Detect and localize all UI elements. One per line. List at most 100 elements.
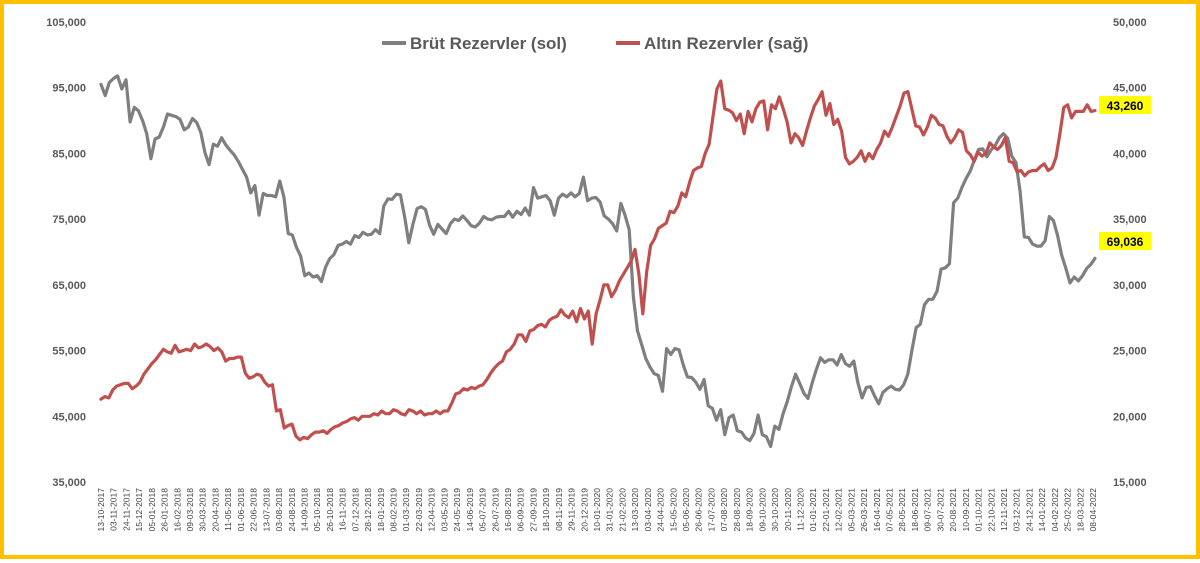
x-axis-tick: 08-02-2019 [389, 488, 399, 532]
x-axis-tick: 18-06-2021 [910, 488, 920, 532]
x-axis-tick: 30-07-2021 [935, 488, 945, 532]
x-axis-tick: 13-10-2017 [96, 488, 106, 532]
x-axis-tick: 24-05-2019 [452, 488, 462, 532]
x-axis-tick: 14-01-2022 [1037, 488, 1047, 532]
legend: Brüt Rezervler (sol) Altın Rezervler (sa… [382, 34, 808, 53]
right-axis-tick: 30,000 [1113, 280, 1147, 292]
x-axis-tick: 05-03-2021 [846, 488, 856, 532]
x-axis-tick: 01-10-2021 [974, 488, 984, 532]
x-axis-tick: 03-12-2021 [1012, 488, 1022, 532]
x-axis-tick: 03-08-2018 [274, 488, 284, 532]
right-axis-tick: 45,000 [1113, 83, 1147, 95]
x-axis-tick: 14-09-2018 [299, 488, 309, 532]
series-line-gold [99, 79, 1097, 442]
x-axis-tick: 14-06-2019 [465, 488, 475, 532]
x-axis-tick: 18-09-2020 [745, 488, 755, 532]
x-axis-tick: 13-07-2018 [261, 488, 271, 532]
x-axis-tick: 07-05-2021 [885, 488, 895, 532]
series-line-gross [99, 74, 1097, 449]
right-axis-ticks: 15,000 20,000 25,000 30,000 35,000 40,000 45,0… [1113, 17, 1147, 489]
x-axis-tick: 25-02-2022 [1063, 488, 1073, 532]
right-axis-tick: 40,000 [1113, 148, 1147, 160]
x-axis-tick: 22-01-2021 [821, 488, 831, 532]
x-axis-tick: 16-11-2018 [338, 488, 348, 531]
x-axis-tick: 18-03-2022 [1075, 488, 1085, 532]
end-label-gross: 69,036 [1099, 232, 1151, 250]
x-axis-tick: 20-04-2018 [210, 488, 220, 532]
x-axis-tick: 08-04-2022 [1088, 488, 1098, 532]
right-axis-tick: 15,000 [1113, 477, 1147, 489]
x-axis-tick: 20-11-2020 [783, 488, 793, 531]
x-axis-tick: 27-09-2019 [528, 488, 538, 532]
x-axis-tick: 11-12-2020 [795, 488, 805, 531]
x-axis-tick: 12-11-2021 [999, 488, 1009, 531]
end-label-gross-text: 69,036 [1107, 235, 1144, 249]
x-axis-tick: 15-12-2017 [134, 488, 144, 532]
x-axis-tick: 13-03-2020 [630, 488, 640, 532]
right-axis-tick: 25,000 [1113, 346, 1147, 358]
x-axis-tick: 07-12-2018 [350, 488, 360, 532]
x-axis-tick: 10-01-2020 [592, 488, 602, 532]
x-axis-tick: 01-06-2018 [236, 488, 246, 532]
x-axis-tick: 26-03-2021 [859, 488, 869, 532]
x-axis-tick: 01-01-2021 [808, 488, 818, 532]
x-axis-tick: 28-05-2021 [897, 488, 907, 532]
x-axis-tick: 09-07-2021 [923, 488, 933, 532]
x-axis-tick: 05-10-2018 [312, 488, 322, 532]
line-chart: 35,000 45,000 55,000 65,000 75,000 85,000 95,0… [46, 17, 1151, 532]
legend-label-gross: Brüt Rezervler (sol) [410, 34, 567, 53]
x-axis-tick: 05-07-2019 [478, 488, 488, 532]
x-axis-tick: 05-01-2018 [147, 488, 157, 532]
left-axis-tick: 65,000 [52, 280, 86, 292]
end-label-gold-bg [1099, 96, 1151, 114]
x-axis-tick: 04-02-2022 [1050, 488, 1060, 532]
x-axis-tick: 20-12-2019 [579, 488, 589, 532]
x-axis-tick: 15-05-2020 [668, 488, 678, 532]
x-axis-tick: 21-02-2020 [617, 488, 627, 532]
x-axis-tick: 24-11-2017 [121, 488, 131, 531]
x-axis-tick: 12-02-2021 [834, 488, 844, 532]
end-label-gross-bg [1099, 232, 1151, 250]
left-axis-tick: 35,000 [52, 477, 86, 489]
left-axis-tick: 95,000 [52, 83, 86, 95]
x-axis-tick: 22-03-2019 [414, 488, 424, 532]
end-label-gold: 43,260 [1099, 96, 1151, 114]
x-axis-tick: 16-08-2019 [503, 488, 513, 532]
x-axis-tick: 20-08-2021 [948, 488, 958, 532]
x-axis-tick: 26-10-2018 [325, 488, 335, 532]
legend-label-gold: Altın Rezervler (sağ) [644, 34, 808, 53]
end-label-gold-text: 43,260 [1107, 99, 1144, 113]
x-axis-tick: 16-04-2021 [872, 488, 882, 532]
x-axis-tick: 05-06-2020 [681, 488, 691, 532]
x-axis-tick: 26-07-2019 [490, 488, 500, 532]
x-axis-tick: 10-09-2021 [961, 488, 971, 532]
x-axis-tick: 09-10-2020 [757, 488, 767, 532]
left-axis-tick: 75,000 [52, 214, 86, 226]
x-axis-tick: 01-03-2019 [401, 488, 411, 532]
x-axis-tick: 18-01-2019 [376, 488, 386, 532]
x-axis-ticks: 13-10-2017 03-11-2017 24-11-2017 15-12-2017… [96, 488, 1098, 532]
x-axis-tick: 26-06-2020 [694, 488, 704, 532]
x-axis-tick: 17-07-2020 [706, 488, 716, 532]
x-axis-tick: 30-10-2020 [770, 488, 780, 532]
x-axis-tick: 03-11-2017 [109, 488, 119, 531]
left-axis-ticks: 35,000 45,000 55,000 65,000 75,000 85,000 95,0… [46, 17, 86, 489]
x-axis-tick: 22-10-2021 [986, 488, 996, 532]
x-axis-tick: 24-12-2021 [1024, 488, 1034, 532]
left-axis-tick: 105,000 [46, 17, 86, 29]
x-axis-tick: 06-09-2019 [516, 488, 526, 532]
x-axis-tick: 28-12-2018 [363, 488, 373, 532]
x-axis-tick: 03-05-2019 [439, 488, 449, 532]
right-axis-tick: 50,000 [1113, 17, 1147, 29]
x-axis-tick: 09-03-2018 [185, 488, 195, 532]
x-axis-tick: 18-10-2019 [541, 488, 551, 532]
x-axis-tick: 29-11-2019 [567, 488, 577, 531]
x-axis-tick: 28-08-2020 [732, 488, 742, 532]
right-axis-tick: 35,000 [1113, 214, 1147, 226]
x-axis-tick: 03-04-2020 [643, 488, 653, 532]
x-axis-tick: 16-02-2018 [172, 488, 182, 532]
series-layer [99, 74, 1097, 449]
x-axis-tick: 08-11-2019 [554, 488, 564, 531]
x-axis-tick: 22-06-2018 [249, 488, 259, 532]
x-axis-tick: 07-08-2020 [719, 488, 729, 532]
